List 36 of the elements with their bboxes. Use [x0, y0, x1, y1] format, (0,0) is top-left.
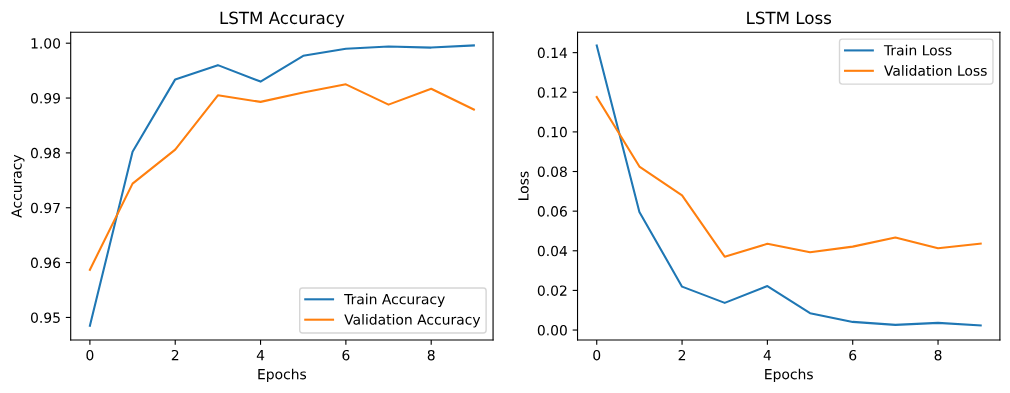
y-tick-label: 0.12 — [537, 87, 567, 98]
x-tick-label: 6 — [849, 349, 857, 361]
chart-title: LSTM Loss — [747, 11, 832, 25]
x-tick-label: 2 — [678, 349, 686, 361]
line-series — [595, 95, 982, 258]
x-tick-label: 6 — [342, 349, 350, 361]
x-axis-title: Epochs — [258, 368, 307, 383]
x-tick-label: 8 — [934, 349, 942, 361]
y-tick-label: 0.06 — [537, 206, 567, 217]
y-tick-label: 0.14 — [537, 47, 568, 59]
y-tick-label: 0.96 — [30, 257, 61, 269]
y-tick-label: 0.97 — [30, 202, 60, 214]
x-tick-label: 8 — [427, 349, 435, 361]
legend-label: Validation Loss — [884, 65, 987, 76]
y-tick-label: 0.95 — [30, 312, 60, 323]
x-tick-label: 4 — [763, 350, 772, 361]
x-tick-label: 2 — [171, 349, 179, 361]
x-tick-label: 0 — [86, 349, 94, 361]
y-tick-label: 0.99 — [30, 93, 60, 104]
y-tick-label: 0.04 — [537, 245, 568, 257]
y-tick-label: 0.08 — [537, 166, 567, 177]
y-tick-label: 0.98 — [30, 147, 61, 159]
legend-label: Train Accuracy — [344, 293, 445, 308]
y-tick-label: 1.00 — [31, 38, 61, 49]
legend-label: Train Loss — [883, 44, 952, 56]
x-tick-label: 4 — [256, 350, 265, 361]
legend-label: Validation Accuracy — [344, 314, 481, 328]
y-tick-label: 0.02 — [537, 285, 567, 296]
chart-title: LSTM Accuracy — [220, 11, 345, 28]
line-series — [88, 83, 475, 271]
y-axis-title: Loss — [518, 171, 529, 200]
y-axis-title: Accuracy — [11, 154, 25, 218]
y-tick-label: 0.00 — [537, 325, 567, 336]
y-tick-label: 0.10 — [537, 126, 567, 138]
x-tick-label: 0 — [593, 349, 601, 361]
x-axis-title: Epochs — [765, 368, 813, 383]
